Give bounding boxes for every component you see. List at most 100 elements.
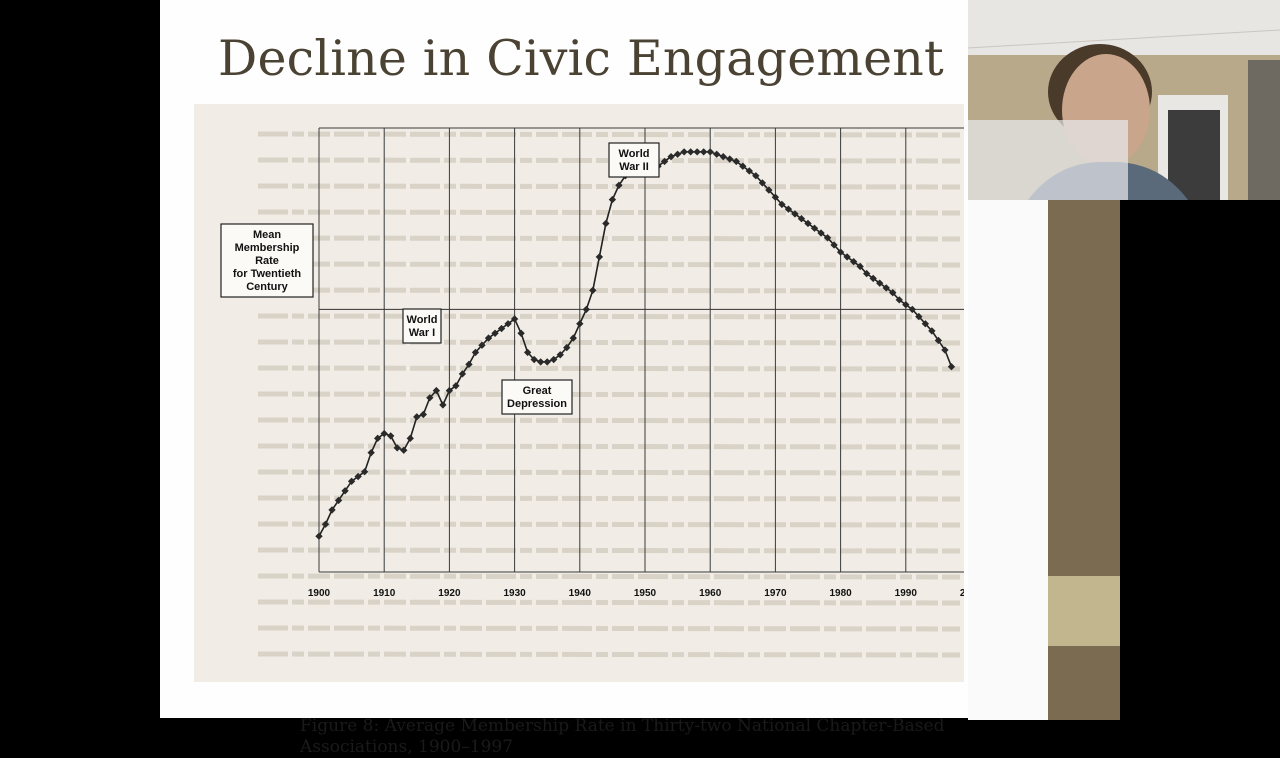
data-point (478, 341, 486, 349)
data-point (915, 312, 923, 321)
scanned-book-page: 1900 1910 1920 1930 1940 1950 1960 1970 1980 1990… (194, 104, 964, 757)
data-point (406, 434, 414, 442)
data-point (686, 148, 695, 156)
data-point (823, 234, 832, 242)
data-point (856, 262, 864, 271)
data-point (471, 348, 480, 357)
data-point (843, 253, 851, 261)
data-point (537, 358, 545, 366)
world-war-ii-box-text: World (619, 148, 650, 160)
data-point (497, 324, 506, 333)
show-through-line (257, 391, 961, 398)
data-point (328, 506, 336, 514)
data-point (947, 363, 956, 371)
world-war-i-box-frame (402, 308, 442, 344)
mean-membership-label-box-text: Century (246, 281, 288, 293)
data-point (543, 358, 551, 366)
show-through-line (257, 625, 961, 632)
figure-caption: Figure 8: Average Membership Rate in Thi… (300, 716, 980, 758)
data-point (484, 334, 493, 342)
slide-side-panel (968, 200, 1048, 720)
data-point (817, 229, 825, 237)
show-through-line (257, 651, 961, 658)
x-tick-label: 1940 (569, 588, 592, 599)
great-depression-box-text: Great (523, 385, 552, 397)
data-point (608, 195, 617, 204)
data-point (895, 296, 903, 304)
data-point (576, 320, 584, 328)
data-point (589, 286, 597, 294)
data-point (804, 219, 812, 228)
data-point (726, 155, 734, 163)
data-point (791, 210, 799, 218)
decorative-band-dark-top (1048, 200, 1120, 576)
data-point (426, 394, 434, 402)
data-point (784, 205, 793, 213)
mean-membership-label-box-text: Mean (253, 229, 281, 241)
data-point (439, 401, 447, 409)
data-point (347, 477, 356, 485)
show-through-line (257, 469, 961, 476)
data-point (315, 532, 323, 540)
data-point (693, 148, 701, 156)
data-point (387, 432, 395, 440)
x-tick-label: 1950 (634, 588, 657, 599)
x-axis-tick-labels: 1900 1910 1920 1930 1940 1950 1960 1970 1980 1990… (308, 588, 964, 599)
data-point (810, 224, 819, 232)
data-point (367, 448, 375, 457)
decorative-band-dark-bottom (1048, 646, 1120, 720)
show-through-line (257, 573, 961, 580)
data-point (445, 386, 454, 395)
great-depression-box-text: Depression (507, 398, 567, 410)
mean-membership-label-box-text: Rate (255, 255, 279, 267)
x-tick-label: 1970 (764, 588, 787, 599)
show-through-line (257, 287, 961, 294)
x-tick-label: 1900 (308, 588, 331, 599)
data-point (556, 351, 564, 359)
data-point (582, 305, 590, 314)
show-through-line (257, 365, 961, 372)
data-point (680, 148, 688, 156)
presentation-slide: Decline in Civic Engagement 1900 1910 1920… (160, 0, 968, 757)
great-depression-box-frame (501, 379, 573, 415)
x-tick-label: 1930 (503, 588, 526, 599)
decorative-band-light (1048, 576, 1120, 646)
show-through-line (257, 599, 961, 606)
show-through-line (257, 339, 961, 346)
mean-membership-label-box-text: Membership (235, 242, 300, 254)
webcam-window-glass (1168, 110, 1220, 200)
show-through-line (257, 521, 961, 528)
x-tick-label: 1920 (438, 588, 461, 599)
webcam-hand-blur (968, 120, 1128, 200)
data-point (374, 434, 382, 442)
data-point (928, 327, 936, 335)
data-point (771, 193, 780, 201)
data-point (889, 289, 897, 297)
show-through-line (257, 183, 961, 190)
data-point (765, 186, 773, 194)
data-point (706, 148, 714, 156)
show-through-line (257, 495, 961, 502)
show-through-line (257, 131, 961, 138)
data-point (941, 346, 949, 354)
data-point (465, 360, 473, 368)
x-tick-label: 1960 (699, 588, 722, 599)
data-point (380, 429, 388, 438)
webcam-doorway (1248, 60, 1280, 200)
data-point (419, 410, 427, 419)
figure-caption-line-2: Associations, 1900–1997 (300, 737, 514, 757)
data-point (876, 279, 884, 287)
data-point (830, 241, 838, 249)
world-war-i-box-text: War I (409, 327, 436, 339)
show-through-line (257, 313, 961, 320)
show-through-line (257, 443, 961, 450)
data-point (400, 446, 408, 454)
membership-rate-chart: 1900 1910 1920 1930 1940 1950 1960 1970 1980 1990… (220, 127, 964, 658)
x-tick-label: 1910 (373, 588, 396, 599)
data-point (849, 258, 858, 266)
data-point (732, 157, 740, 166)
